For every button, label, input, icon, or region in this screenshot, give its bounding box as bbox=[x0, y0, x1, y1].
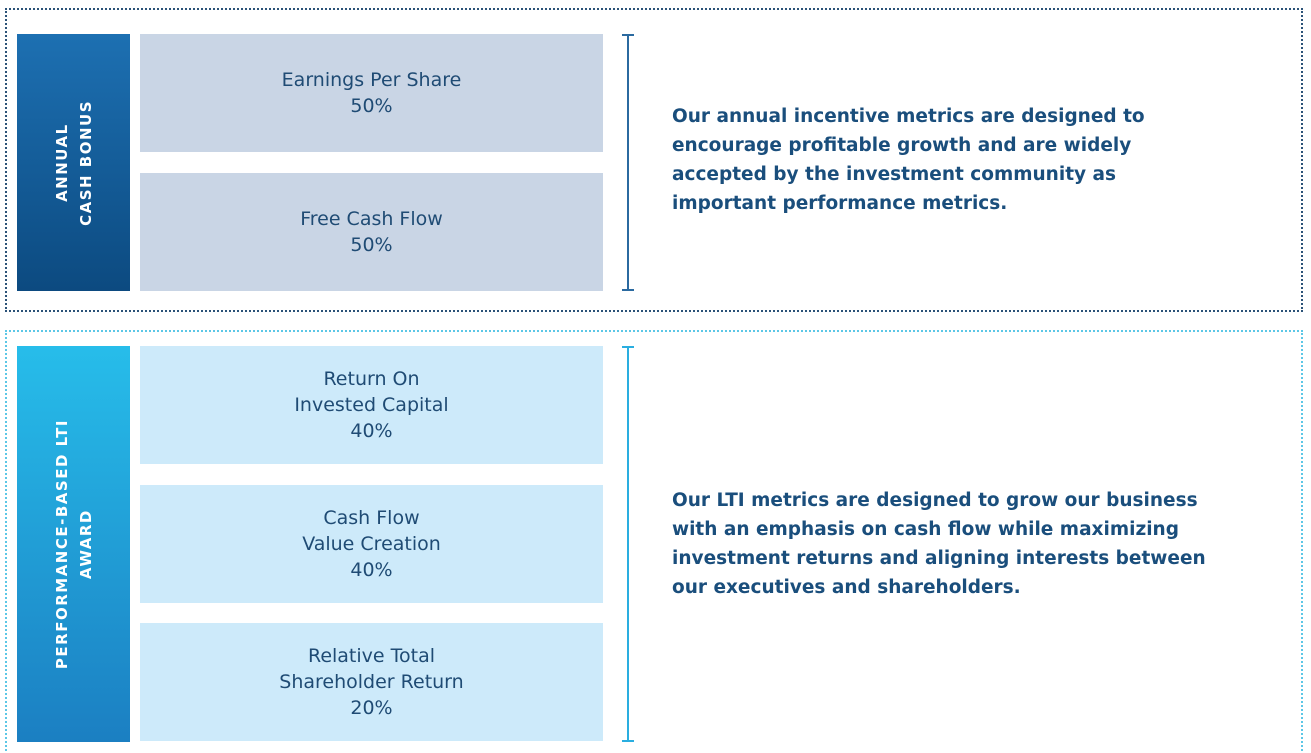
metric-weight: 50% bbox=[350, 95, 393, 117]
metric-box: Cash Flow Value Creation 40% bbox=[140, 485, 603, 603]
description-line: Our LTI metrics are designed to grow our… bbox=[672, 490, 1198, 511]
label-text: PERFORMANCE-BASED LTI AWARD bbox=[50, 419, 98, 669]
description-line: investment returns and aligning interest… bbox=[672, 548, 1206, 569]
metric-name: Shareholder Return bbox=[279, 671, 464, 693]
description: Our annual incentive metrics are designe… bbox=[672, 102, 1145, 218]
metric-weight: 40% bbox=[350, 559, 393, 581]
metric-weight: 20% bbox=[350, 697, 393, 719]
metric-name: Earnings Per Share bbox=[281, 69, 462, 91]
metric-name: Invested Capital bbox=[294, 394, 449, 416]
metric-name: Cash Flow bbox=[323, 507, 420, 529]
metric-box: Return On Invested Capital 40% bbox=[140, 346, 603, 464]
bracket bbox=[622, 34, 634, 291]
label-line: CASH BONUS bbox=[76, 99, 95, 226]
metric-weight: 40% bbox=[350, 420, 393, 442]
description-line: our executives and shareholders. bbox=[672, 577, 1021, 598]
description-line: Our annual incentive metrics are designe… bbox=[672, 106, 1145, 127]
label-line: PERFORMANCE-BASED LTI bbox=[52, 418, 71, 670]
section-label: PERFORMANCE-BASED LTI AWARD bbox=[17, 346, 130, 742]
metric-name: Free Cash Flow bbox=[300, 208, 443, 230]
description: Our LTI metrics are designed to grow our… bbox=[672, 486, 1206, 602]
metric-name: Value Creation bbox=[302, 533, 441, 555]
label-text: ANNUAL CASH BONUS bbox=[50, 100, 98, 226]
section: ANNUAL CASH BONUS Earnings Per Share 50% Fre… bbox=[5, 8, 1303, 312]
metric-name: Relative Total bbox=[307, 645, 436, 667]
bracket bbox=[622, 346, 634, 742]
section: PERFORMANCE-BASED LTI AWARD Return On Inves… bbox=[5, 330, 1303, 753]
metric-box: Relative Total Shareholder Return 20% bbox=[140, 623, 603, 741]
section-label: ANNUAL CASH BONUS bbox=[17, 34, 130, 291]
description-line: with an emphasis on cash flow while maxi… bbox=[672, 519, 1179, 540]
description-line: accepted by the investment community as bbox=[672, 164, 1117, 185]
description-line: encourage profitable growth and are wide… bbox=[672, 135, 1132, 156]
metric-weight: 50% bbox=[350, 234, 393, 256]
label-line: ANNUAL bbox=[52, 123, 71, 202]
metric-box: Earnings Per Share 50% bbox=[140, 34, 603, 152]
label-line: AWARD bbox=[76, 509, 95, 579]
metric-name: Return On bbox=[323, 368, 420, 390]
metric-box: Free Cash Flow 50% bbox=[140, 173, 603, 291]
description-line: important performance metrics. bbox=[672, 193, 1008, 214]
